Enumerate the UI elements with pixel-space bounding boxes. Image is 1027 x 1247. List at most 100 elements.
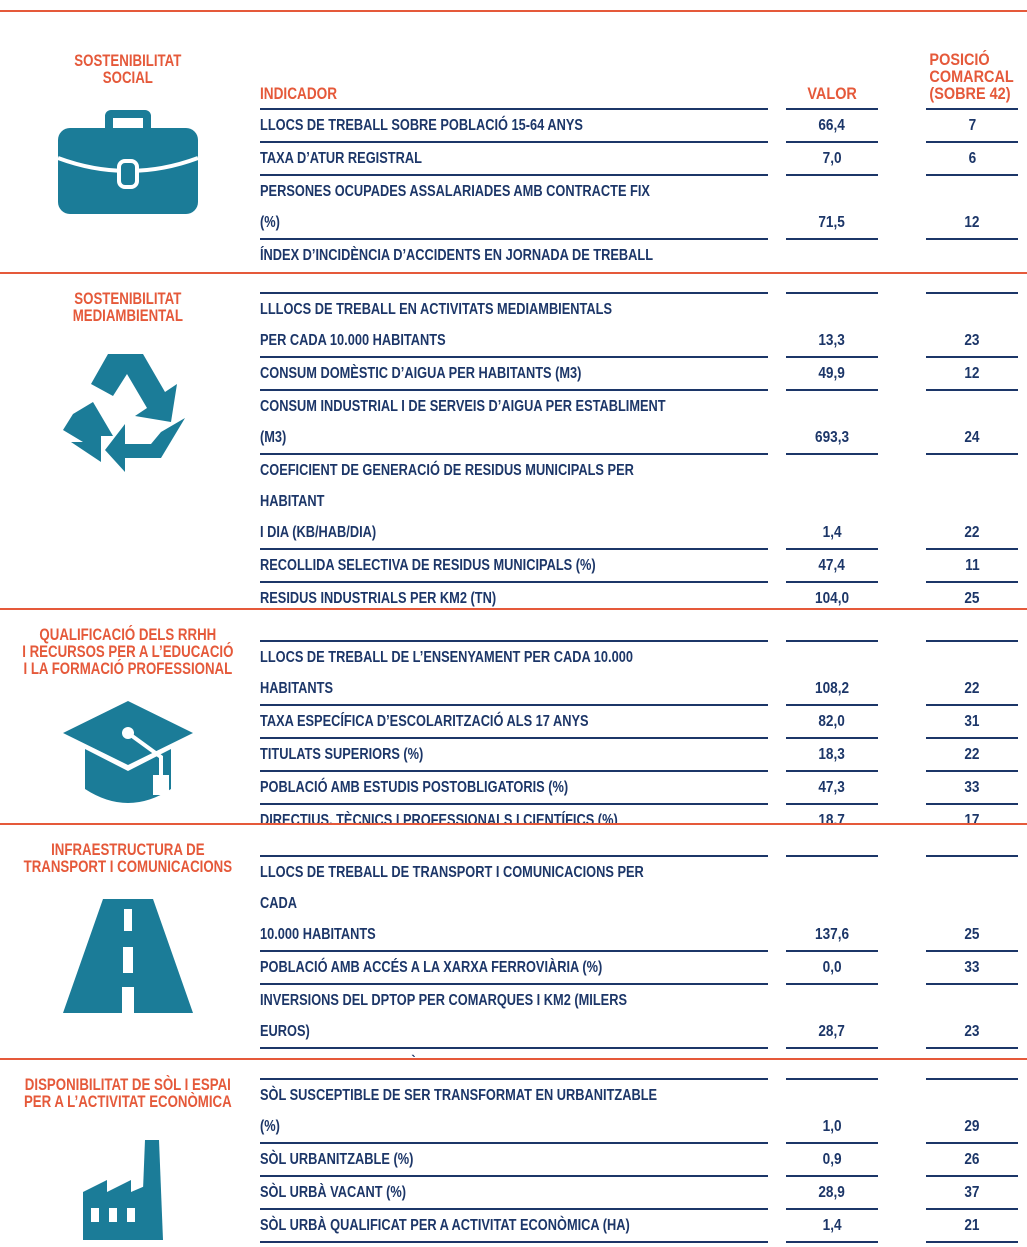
table-row: POBLACIÓ AMB ESTUDIS POSTOBLIGATORIS (%)… bbox=[260, 772, 1020, 805]
value-cell: 7,0 bbox=[786, 143, 878, 176]
position-cell: 21 bbox=[926, 1210, 1018, 1243]
position-cell: 24 bbox=[926, 391, 1018, 455]
cell-text: CONSUM DOMÈSTIC D’AIGUA PER HABITANTS (M… bbox=[260, 365, 582, 382]
cell-text: 47,3 bbox=[818, 779, 846, 796]
cell-text: 29 bbox=[964, 1118, 980, 1135]
position-cell: 37 bbox=[926, 1177, 1018, 1210]
cell-text: COEFICIENT DE GENERACIÓ DE RESIDUS MUNIC… bbox=[260, 462, 634, 541]
cell-text: TAXA ESPECÍFICA D’ESCOLARITZACIÓ ALS 17 … bbox=[260, 713, 589, 730]
cell-text: PERSONES OCUPADES ASSALARIADES AMB CONTR… bbox=[260, 183, 650, 231]
indicator-cell: RECOLLIDA SELECTIVA DE RESIDUS MUNICIPAL… bbox=[260, 550, 768, 583]
section: QUALIFICACIÓ DELS RRHH I RECURSOS PER A … bbox=[0, 608, 1027, 823]
value-cell: 49,9 bbox=[786, 358, 878, 391]
table-row: SÒL URBÀ VACANT (%) 28,9 37 bbox=[260, 1177, 1020, 1210]
table-row: LLOCS DE TREBALL DE TRANSPORT I COMUNICA… bbox=[260, 855, 1020, 952]
section: INFRAESTRUCTURA DE TRANSPORT I COMUNICAC… bbox=[0, 823, 1027, 1058]
cell-text: 12 bbox=[964, 365, 980, 382]
table-row: RECOLLIDA SELECTIVA DE RESIDUS MUNICIPAL… bbox=[260, 550, 1020, 583]
cell-text: 0,9 bbox=[822, 1151, 842, 1168]
section-header: SOSTENIBILITAT MEDIAMBIENTAL bbox=[0, 274, 256, 608]
cell-text: 31 bbox=[964, 713, 980, 730]
section-title: SOSTENIBILITAT MEDIAMBIENTAL bbox=[72, 289, 184, 325]
indicator-cell: DIRECTIUS, TÈCNICS I PROFESSIONALS I CIE… bbox=[260, 805, 768, 823]
table-row: SÒL URBÀ QUALIFICAT PER A ACTIVITAT ECON… bbox=[260, 1210, 1020, 1243]
indicator-cell: LLLOCS DE TREBALL EN ACTIVITATS MEDIAMBI… bbox=[260, 292, 768, 358]
value-cell: 1,4 bbox=[786, 1210, 878, 1243]
value-cell: 66,4 bbox=[786, 110, 878, 143]
cell-text: 66,4 bbox=[818, 117, 846, 134]
section-icon bbox=[0, 344, 256, 479]
position-cell: 23 bbox=[926, 292, 1018, 358]
cell-text: TITULATS SUPERIORS (%) bbox=[260, 746, 424, 763]
value-cell: 5.370,3 bbox=[786, 240, 878, 272]
section-title: QUALIFICACIÓ DELS RRHH I RECURSOS PER A … bbox=[22, 625, 234, 678]
section-title: DISPONIBILITAT DE SÒL I ESPAI PER A L’AC… bbox=[24, 1075, 232, 1111]
section-icon bbox=[0, 697, 256, 812]
cell-text: LLOCS DE TREBALL SOBRE POBLACIÓ 15-64 AN… bbox=[260, 117, 583, 134]
cell-text: 7 bbox=[968, 117, 976, 134]
table-row: LLOCS DE TREBALL DE L’ENSENYAMENT PER CA… bbox=[260, 640, 1020, 706]
cell-text: 0,0 bbox=[822, 959, 842, 976]
cell-text: DIRECTIUS, TÈCNICS I PROFESSIONALS I CIE… bbox=[260, 812, 618, 823]
table-row: COMPRAVENDES HABITATGES REGISTRATS (PREU… bbox=[260, 1243, 1020, 1247]
cell-text: 18,3 bbox=[818, 746, 846, 763]
indicator-cell: RESIDUS INDUSTRIALS PER KM2 (TN) bbox=[260, 583, 768, 608]
section-title: SOSTENIBILITAT SOCIAL bbox=[74, 51, 182, 87]
cell-text: 108,2 bbox=[814, 680, 850, 697]
indicator-cell: ÍNDEX D’INCIDÈNCIA D’ACCIDENTS EN JORNAD… bbox=[260, 240, 768, 272]
position-cell: 17 bbox=[926, 805, 1018, 823]
table-row: ÍNDEX D’INCIDÈNCIA D’ACCIDENTS EN JORNAD… bbox=[260, 240, 1020, 272]
value-cell: 104,0 bbox=[786, 583, 878, 608]
cell-text: 24 bbox=[964, 429, 980, 446]
value-cell: 47,4 bbox=[786, 550, 878, 583]
cell-text: 26 bbox=[964, 1151, 980, 1168]
value-cell: 137,6 bbox=[786, 855, 878, 952]
position-cell: 21 bbox=[926, 1243, 1018, 1247]
position-cell: 11 bbox=[926, 550, 1018, 583]
section-icon bbox=[0, 106, 256, 221]
cell-text: 59,9 bbox=[819, 1049, 845, 1058]
table-row: CONSUM DOMÈSTIC D’AIGUA PER HABITANTS (M… bbox=[260, 358, 1020, 391]
cell-text: COBERTURA DE FIBRA ÒPTICA FTTH bbox=[260, 1049, 666, 1058]
section-header: DISPONIBILITAT DE SÒL I ESPAI PER A L’AC… bbox=[0, 1060, 256, 1247]
position-cell: 39 bbox=[926, 240, 1018, 272]
cell-text: 23 bbox=[964, 1023, 980, 1040]
cell-text: 1,4 bbox=[822, 1217, 842, 1234]
position-cell: 31 bbox=[926, 706, 1018, 739]
value-cell: 82,0 bbox=[786, 706, 878, 739]
table-row: PERSONES OCUPADES ASSALARIADES AMB CONTR… bbox=[260, 176, 1020, 240]
cell-text: LLOCS DE TREBALL DE L’ENSENYAMENT PER CA… bbox=[260, 649, 633, 697]
value-cell: 0,0 bbox=[786, 952, 878, 985]
cell-text: 33 bbox=[964, 959, 980, 976]
table-row: INVERSIONS DEL DPTOP PER COMARQUES I KM2… bbox=[260, 985, 1020, 1049]
cell-text: 71,5 bbox=[818, 214, 846, 231]
indicator-cell: POBLACIÓ AMB ACCÉS A LA XARXA FERROVIÀRI… bbox=[260, 952, 768, 985]
indicator-cell: CONSUM DOMÈSTIC D’AIGUA PER HABITANTS (M… bbox=[260, 358, 768, 391]
header-text: VALOR bbox=[807, 84, 857, 103]
indicator-cell: COBERTURA DE FIBRA ÒPTICA FTTH bbox=[260, 1049, 768, 1058]
section-icon bbox=[0, 895, 256, 1020]
value-cell: 18,7 bbox=[786, 805, 878, 823]
indicator-cell: LLOCS DE TREBALL DE L’ENSENYAMENT PER CA… bbox=[260, 640, 768, 706]
table-row: DIRECTIUS, TÈCNICS I PROFESSIONALS I CIE… bbox=[260, 805, 1020, 823]
cell-text: 7,0 bbox=[822, 150, 842, 167]
cell-text: INVERSIONS DEL DPTOP PER COMARQUES I KM2… bbox=[260, 992, 627, 1040]
header-cell: VALOR bbox=[786, 12, 878, 110]
cell-text: 22 bbox=[964, 680, 980, 697]
position-cell: 6 bbox=[926, 143, 1018, 176]
table-row: COBERTURA DE FIBRA ÒPTICA FTTH 59,9 15 bbox=[260, 1049, 1020, 1058]
section-title: INFRAESTRUCTURA DE TRANSPORT I COMUNICAC… bbox=[23, 840, 233, 876]
cell-text: POBLACIÓ AMB ACCÉS A LA XARXA FERROVIÀRI… bbox=[260, 959, 603, 976]
table: LLOCS DE TREBALL DE TRANSPORT I COMUNICA… bbox=[260, 825, 1020, 1058]
position-cell: 22 bbox=[926, 640, 1018, 706]
value-cell: 0,9 bbox=[786, 1144, 878, 1177]
section: DISPONIBILITAT DE SÒL I ESPAI PER A L’AC… bbox=[0, 1058, 1027, 1247]
indicator-cell: INVERSIONS DEL DPTOP PER COMARQUES I KM2… bbox=[260, 985, 768, 1049]
position-cell: 33 bbox=[926, 952, 1018, 985]
position-cell: 22 bbox=[926, 455, 1018, 550]
section-header: SOSTENIBILITAT SOCIAL bbox=[0, 12, 256, 272]
cell-text: 6 bbox=[968, 150, 976, 167]
cell-text: 22 bbox=[964, 746, 980, 763]
value-cell: 108,2 bbox=[786, 640, 878, 706]
value-cell: 693,3 bbox=[786, 391, 878, 455]
